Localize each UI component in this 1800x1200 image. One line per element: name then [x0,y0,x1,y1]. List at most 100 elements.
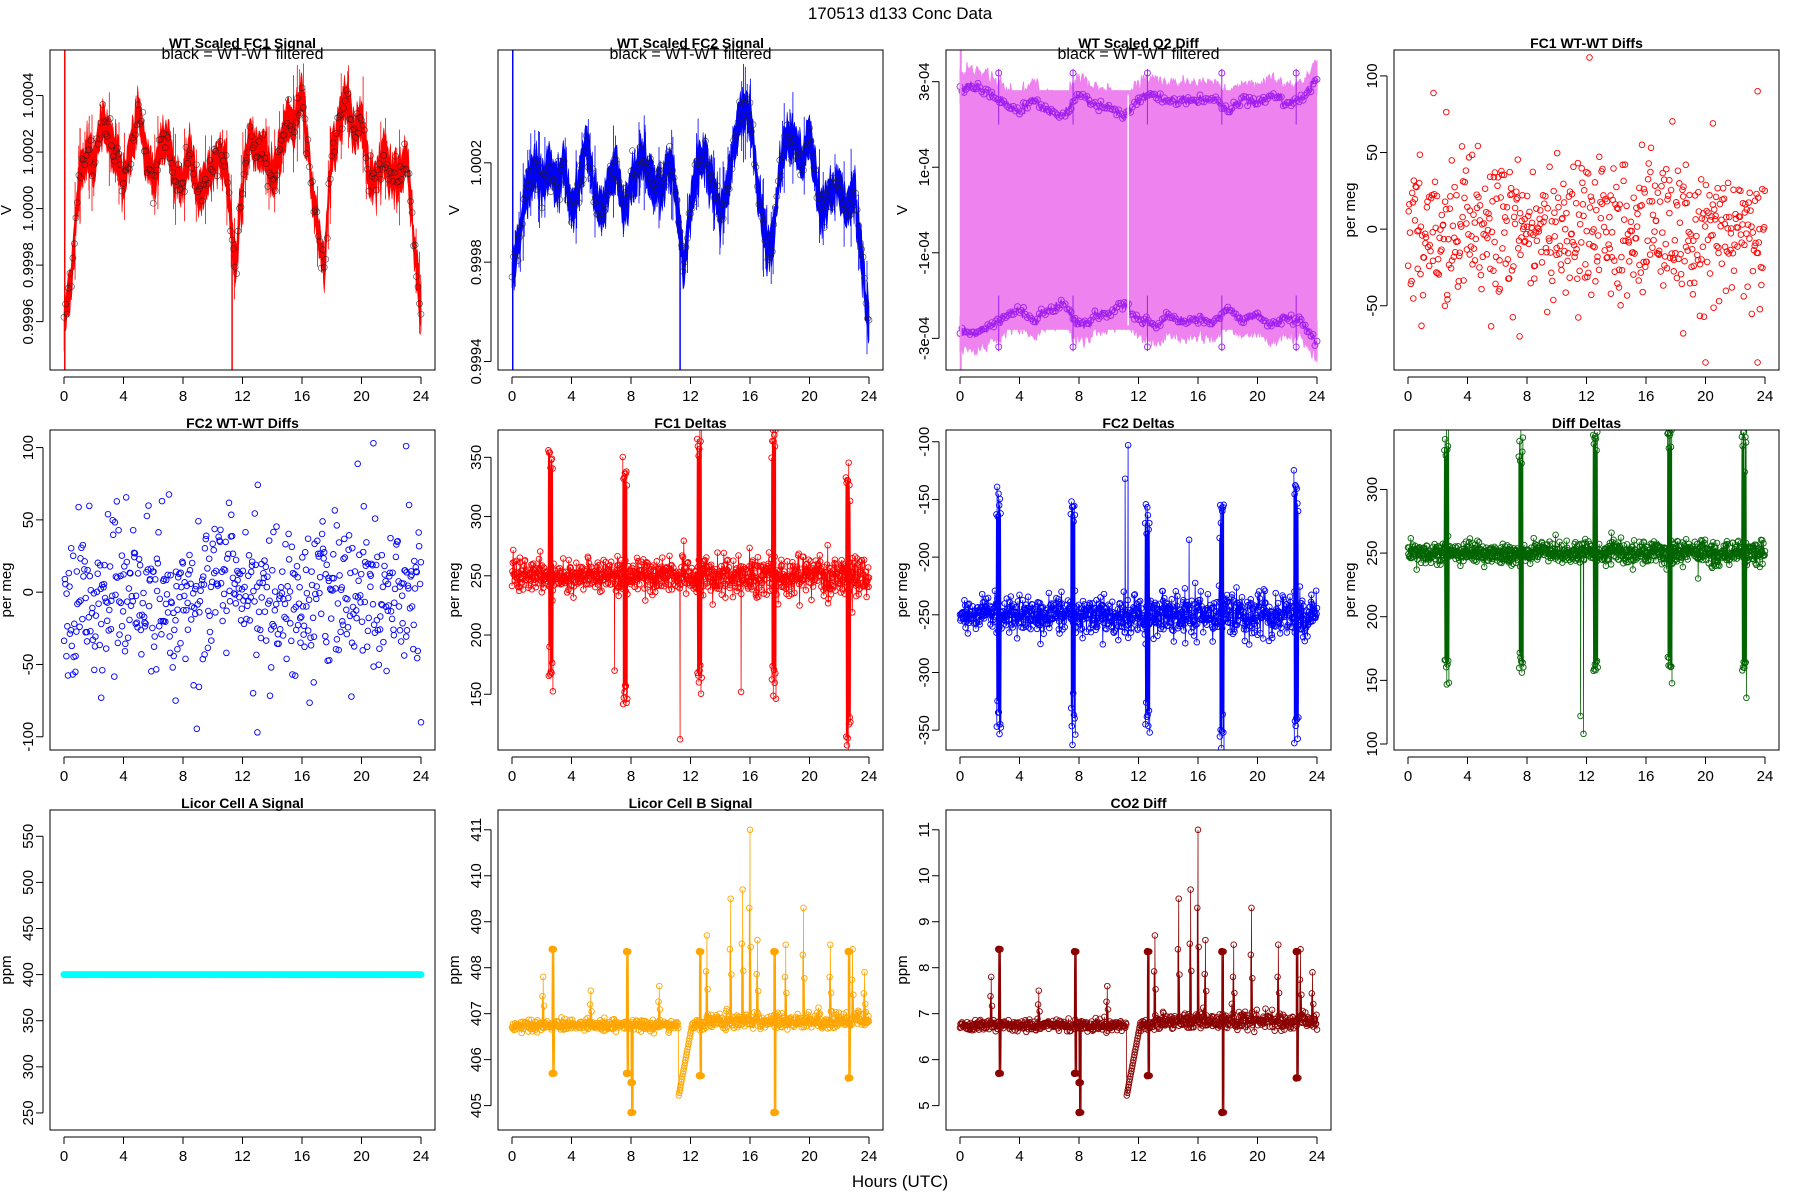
filtered-point [770,221,778,228]
data-point [1292,722,1299,730]
data-point [1071,502,1078,510]
y-axis-label: per meg [0,562,15,617]
data-point [1444,532,1452,540]
filtered-point [1164,310,1172,318]
data-point [1734,243,1741,250]
data-point [87,627,94,635]
filtered-point [115,150,123,158]
data-point [127,602,135,609]
data-point [1580,187,1588,194]
data-point [1439,221,1447,229]
data-point [367,583,374,591]
data-point [77,597,84,604]
x-tick-label: 8 [1075,388,1083,405]
data-point [1486,215,1493,222]
data-point [1012,603,1020,611]
data-point [676,736,684,743]
x-tick-label: 8 [627,768,635,785]
data-point [1448,157,1456,164]
filtered-point [525,167,532,175]
data-point [1743,206,1751,213]
data-point [1525,240,1533,248]
data-point [614,552,621,560]
filtered-point [828,204,836,211]
data-point [769,662,776,670]
filtered-point [704,158,712,166]
data-point [1218,504,1225,512]
data-point [1578,165,1585,172]
filtered-point [392,152,400,160]
x-tick-label: 16 [1638,388,1655,405]
data-point [1301,637,1308,645]
filtered-point [562,179,569,186]
data-point [987,621,994,628]
data-point [221,566,229,574]
filtered-point [1095,315,1103,323]
data-point [1077,605,1085,612]
data-point [1144,511,1152,519]
filtered-point [633,171,641,178]
data-point [793,563,801,570]
data-point [136,612,143,619]
data-point [1534,556,1541,563]
data-point [1216,534,1223,542]
data-point [795,550,803,557]
data-point [393,538,401,545]
data-point [407,573,414,580]
filtered-point [108,142,115,149]
data-point [357,592,364,599]
data-point [1559,214,1566,222]
data-point [285,530,292,538]
data-point [516,554,524,561]
data-point [295,600,303,607]
data-point [1739,221,1746,228]
data-point [844,477,852,485]
outlier-point [1069,343,1077,351]
data-point [846,497,854,505]
x-tick-label: 4 [1463,388,1471,405]
data-point [1654,189,1662,196]
data-point [1715,244,1722,251]
y-tick-label: -100 [916,427,933,457]
data-point [257,626,264,634]
filtered-point [1065,306,1073,314]
data-point [1617,302,1624,309]
filtered-point [210,146,218,153]
filtered-point [780,133,788,140]
data-point [183,582,191,590]
data-point [1313,604,1321,612]
data-point [1245,641,1253,648]
x-tick-label: 4 [567,768,575,785]
data-point [1274,599,1282,607]
data-point [1543,248,1550,256]
filtered-point [285,96,292,103]
data-point [1703,207,1710,215]
filtered-point [742,117,749,125]
filtered-point [236,205,243,212]
data-point [1709,231,1716,239]
data-point [840,576,847,584]
data-point [1541,200,1548,207]
data-point [172,568,180,575]
filtered-point [623,184,630,192]
filtered-point [594,211,602,218]
data-point [74,600,81,608]
data-point [118,552,126,559]
data-point [232,600,240,607]
filtered-point [74,199,81,206]
data-point [765,549,773,556]
data-point [1465,538,1473,546]
data-point [1503,203,1511,211]
plot-frame [497,49,884,371]
x-tick-label: 24 [1757,388,1774,405]
data-point [303,603,310,610]
data-point [598,587,605,595]
data-point [187,580,194,588]
data-point [978,590,986,598]
filtered-point [274,148,282,155]
data-point [1677,270,1685,278]
data-point [1704,236,1712,244]
data-point [789,558,796,566]
data-point [1475,538,1483,546]
filtered-point [173,186,181,194]
